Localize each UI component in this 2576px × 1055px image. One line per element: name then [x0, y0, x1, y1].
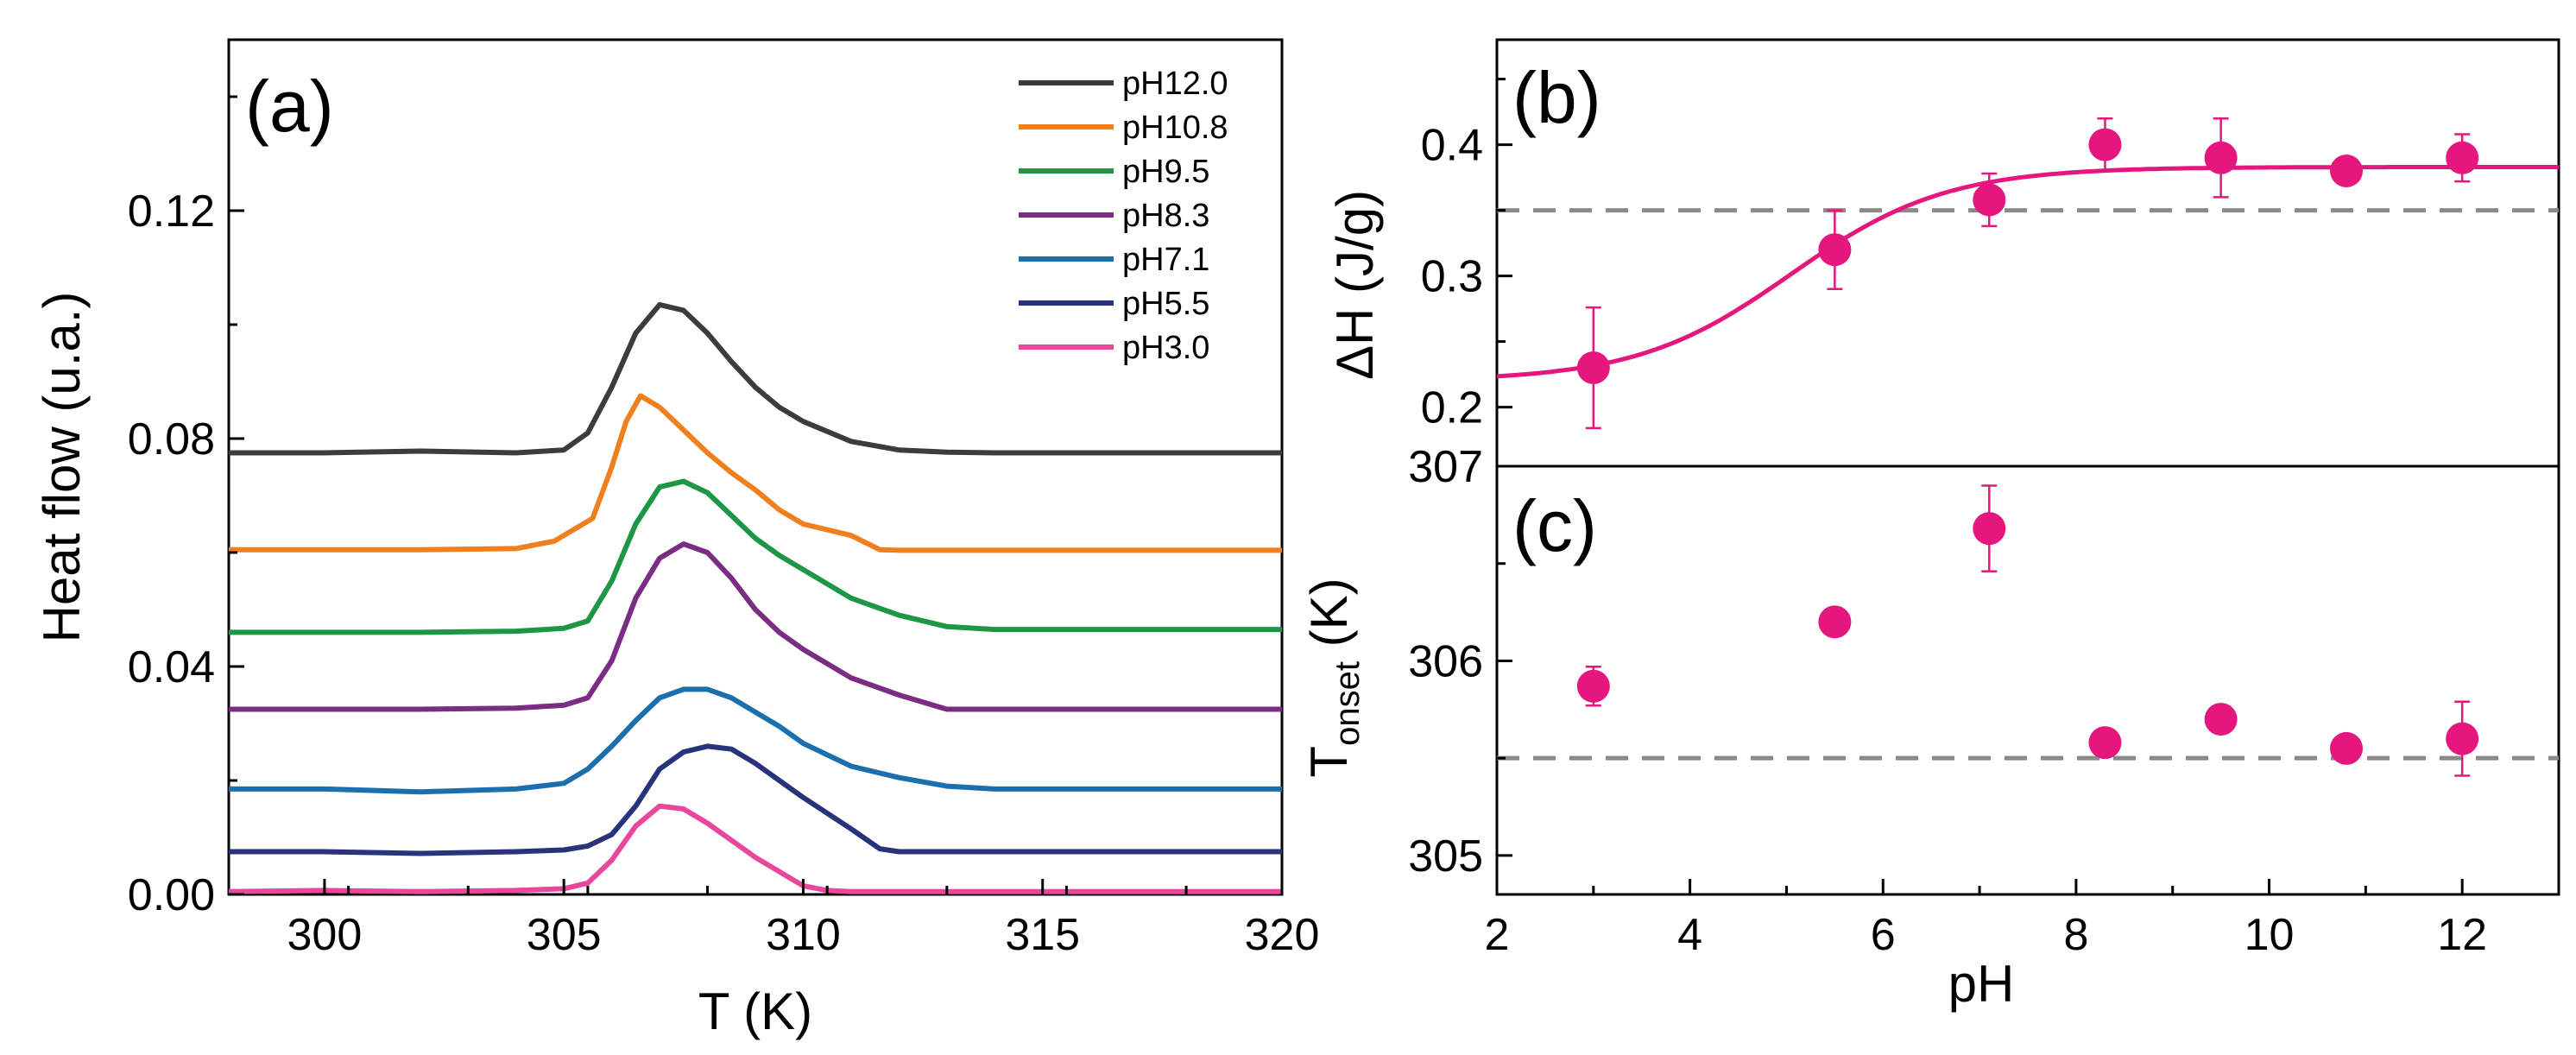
panel-c-point: [2088, 726, 2122, 760]
panel-a-curves: [228, 301, 1282, 894]
panel-a-legend-label-pH3.0: pH3.0: [1122, 330, 1209, 366]
panel-c-point: [1973, 512, 2006, 546]
panel-a-label: (a): [245, 66, 334, 147]
panel-a-x-tick-label: 300: [287, 910, 363, 960]
panel-c-x-axis-label: pH: [1948, 955, 2015, 1013]
panel-c-y-tick-label: 306: [1408, 636, 1483, 686]
panel-b-point: [1576, 351, 1610, 384]
panel-a-series-line-pH7.1: [229, 686, 1282, 795]
panel-c-y-label-main: T: [1300, 746, 1358, 778]
panel-c-x-tick-label: 8: [2063, 910, 2088, 960]
panel-c-x-tick-label: 2: [1485, 910, 1510, 960]
panel-c-x-tick-label: 10: [2245, 910, 2295, 960]
panel-c-onset-temperature-chart: 305 306 307 2 4 6 8 10 12 (c) pH Tonset (K): [1300, 442, 2560, 1013]
panel-a-x-tick-label: 305: [527, 910, 602, 960]
panel-c-point: [2446, 722, 2479, 755]
panel-b-point: [2330, 155, 2363, 187]
panel-c-x-tick-label: 4: [1677, 910, 1702, 960]
panel-c-y-tick-label: 305: [1408, 831, 1483, 881]
panel-a-series-line-pH5.5: [229, 743, 1282, 856]
panel-b-y-axis-label: ΔH (J/g): [1326, 190, 1384, 380]
panel-c-y-label-unit: (K): [1300, 578, 1358, 661]
panel-c-x-tick-label: 6: [1871, 910, 1896, 960]
panel-b-fit-line: [1496, 165, 2559, 379]
panel-a-legend-label-pH10.8: pH10.8: [1122, 110, 1228, 146]
panel-c-y-axis-label: Tonset (K): [1300, 578, 1367, 777]
panel-a-x-tick-label: 310: [766, 910, 841, 960]
panel-b-frame: [1495, 38, 2560, 468]
panel-b-point: [2446, 141, 2479, 174]
panel-a-legend-label-pH12.0: pH12.0: [1122, 66, 1228, 102]
panel-b-point: [2088, 128, 2122, 161]
panel-c-x-tick-label: 12: [2437, 910, 2487, 960]
panel-b-label: (b): [1512, 57, 1601, 138]
panel-b-ticks: 0.2 0.3 0.4: [1421, 78, 1512, 433]
panel-a-x-tick-label: 315: [1005, 910, 1080, 960]
panel-a-y-axis-label: Heat flow (u.a.): [33, 292, 91, 643]
panel-c-label: (c): [1512, 485, 1597, 566]
panel-c-frame: [1495, 464, 2560, 896]
panel-b-points: [1576, 117, 2479, 430]
panel-a-y-tick-label: 0.12: [128, 186, 215, 237]
panel-b-point: [1973, 183, 2006, 217]
panel-b-point: [2204, 141, 2238, 174]
panel-b-point: [1818, 233, 1852, 267]
panel-a-y-tick-label: 0.04: [128, 642, 215, 692]
panel-c-point: [2204, 703, 2238, 736]
panel-a-y-tick-label: 0.00: [128, 870, 215, 920]
panel-a-series-line-pH10.8: [229, 393, 1282, 553]
panel-a-ticks: 300 305 310 315 320 0.00 0.04 0.08 0.12: [128, 95, 1320, 960]
panel-c-point: [1576, 669, 1610, 703]
panel-c-points: [1576, 484, 2479, 777]
panel-a-series-line-pH12.0: [229, 301, 1282, 456]
panel-c-ticks: 305 306 307 2 4 6 8 10 12: [1408, 442, 2560, 960]
panel-a-legend-label-pH9.5: pH9.5: [1122, 154, 1209, 190]
panel-c-point: [2330, 731, 2363, 765]
panel-a-frame: [227, 38, 1284, 896]
panel-a-x-axis-label: T (K): [698, 982, 812, 1040]
panel-a-legend-label-pH8.3: pH8.3: [1122, 198, 1209, 234]
panel-b-y-tick-label: 0.3: [1421, 252, 1483, 302]
panel-a-legend-label-pH5.5: pH5.5: [1122, 286, 1209, 322]
panel-a-legend: pH12.0 pH10.8 pH9.5 pH8.3 pH7.1 pH5.5 pH3.0: [1019, 66, 1228, 366]
panel-b-enthalpy-chart: 0.2 0.3 0.4 (b) ΔH (J/g): [1326, 38, 2560, 468]
panel-b-y-tick-label: 0.4: [1421, 121, 1483, 171]
panel-b-fit-curve: [1496, 165, 2559, 379]
panel-a-series-line-pH8.3: [229, 541, 1282, 712]
panel-c-point: [1818, 605, 1852, 639]
panel-c-y-label-sub: onset: [1329, 661, 1367, 746]
panel-a-legend-label-pH7.1: pH7.1: [1122, 242, 1209, 278]
panel-a-x-tick-label: 320: [1245, 910, 1320, 960]
panel-a-y-tick-label: 0.08: [128, 414, 215, 464]
panel-c-y-tick-label: 307: [1408, 442, 1483, 492]
panel-b-y-tick-label: 0.2: [1421, 383, 1483, 433]
panel-a-series-line-pH9.5: [229, 478, 1282, 635]
panel-a-series-line-pH3.0: [228, 803, 1282, 894]
